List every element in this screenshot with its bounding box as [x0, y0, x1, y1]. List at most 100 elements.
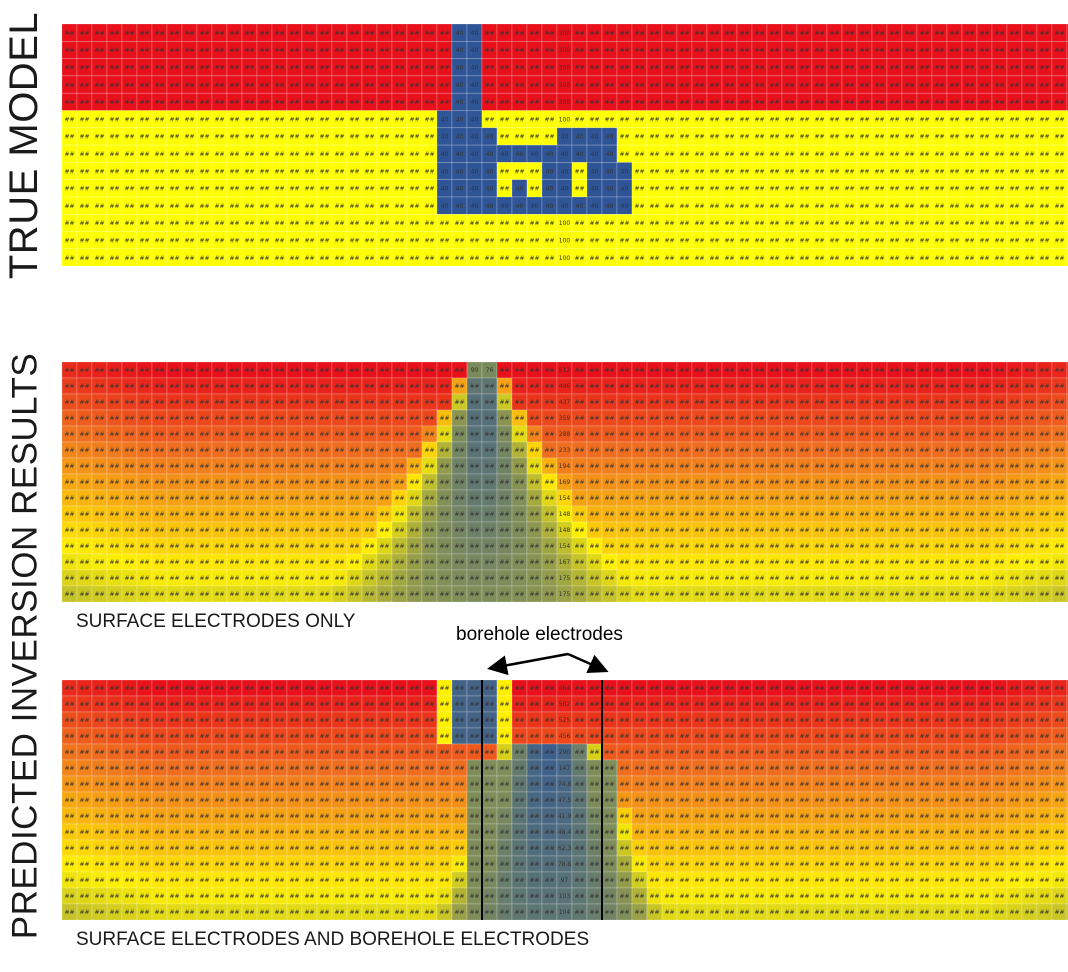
- cell-label: ##: [1009, 479, 1019, 486]
- cell-label: ##: [109, 543, 119, 550]
- cell-label: ##: [94, 733, 104, 740]
- cell-label: ##: [199, 559, 209, 566]
- cell-label: ##: [544, 399, 554, 406]
- cell-label: ##: [139, 575, 149, 582]
- cell-label: ##: [994, 82, 1004, 89]
- cell-label: ##: [319, 527, 329, 534]
- cell-label: ##: [859, 367, 869, 374]
- cell-label: ##: [679, 47, 689, 54]
- cell-label: ##: [124, 733, 134, 740]
- cell-label: ##: [574, 479, 584, 486]
- cell-label: ##: [499, 367, 509, 374]
- cell-label: ##: [124, 116, 134, 123]
- cell-label: ##: [184, 237, 194, 244]
- cell-label: ##: [394, 733, 404, 740]
- cell-label: ##: [139, 99, 149, 106]
- cell-label: ##: [1039, 116, 1049, 123]
- cell-label: ##: [1039, 559, 1049, 566]
- cell-label: ##: [409, 575, 419, 582]
- cell-label: ##: [424, 99, 434, 106]
- cell-label: ##: [1039, 591, 1049, 598]
- cell-label: ##: [829, 237, 839, 244]
- cell-label: ##: [244, 64, 254, 71]
- cell-label: ##: [574, 717, 584, 724]
- cell-label: ##: [994, 186, 1004, 193]
- cell-label: ##: [844, 255, 854, 262]
- cell-label: ##: [1009, 463, 1019, 470]
- cell-label: ##: [814, 99, 824, 106]
- cell-label: ##: [184, 415, 194, 422]
- cell-label: ##: [769, 543, 779, 550]
- cell-label: ##: [604, 559, 614, 566]
- cell-label: ##: [454, 797, 464, 804]
- cell-label: ##: [754, 781, 764, 788]
- cell-label: ##: [274, 479, 284, 486]
- cell-label: ##: [379, 479, 389, 486]
- cell-label: ##: [319, 559, 329, 566]
- cell-label: ##: [364, 151, 374, 158]
- cell-label: ##: [574, 399, 584, 406]
- cell-label: ##: [874, 399, 884, 406]
- cell-label: ##: [724, 134, 734, 141]
- cell-label: ##: [379, 685, 389, 692]
- cell-label: ##: [529, 186, 539, 193]
- cell-label: ##: [229, 415, 239, 422]
- cell-label: ##: [289, 431, 299, 438]
- cell-label: ##: [124, 30, 134, 37]
- cell-label: ##: [229, 575, 239, 582]
- cell-label: ##: [64, 99, 74, 106]
- cell-label: ##: [124, 447, 134, 454]
- cell-label: ##: [514, 447, 524, 454]
- cell-label: ##: [904, 168, 914, 175]
- cell-label: ##: [304, 797, 314, 804]
- cell-label: ##: [349, 30, 359, 37]
- cell-label: 154: [559, 543, 571, 550]
- cell-label: ##: [769, 383, 779, 390]
- cell-label: ##: [109, 559, 119, 566]
- cell-label: ##: [409, 30, 419, 37]
- cell-label: ##: [574, 30, 584, 37]
- cell-label: ##: [619, 559, 629, 566]
- cell-label: ##: [319, 575, 329, 582]
- cell-label: ##: [829, 383, 839, 390]
- cell-label: ##: [319, 30, 329, 37]
- cell-label: ##: [574, 237, 584, 244]
- cell-label: ##: [334, 685, 344, 692]
- cell-label: ##: [964, 47, 974, 54]
- cell-label: ##: [754, 511, 764, 518]
- cell-label: ##: [1024, 30, 1034, 37]
- cell-label: ##: [214, 527, 224, 534]
- cell-label: ##: [139, 203, 149, 210]
- cell-label: ##: [694, 447, 704, 454]
- cell-label: 194: [559, 463, 571, 470]
- cell-label: ##: [1009, 399, 1019, 406]
- cell-label: ##: [844, 591, 854, 598]
- cell-label: ##: [334, 765, 344, 772]
- cell-label: ##: [514, 134, 524, 141]
- cell-label: ##: [589, 591, 599, 598]
- cell-label: ##: [304, 591, 314, 598]
- cell-label: ##: [79, 220, 89, 227]
- cell-label: ##: [304, 383, 314, 390]
- cell-label: ##: [214, 168, 224, 175]
- cell-label: ##: [619, 399, 629, 406]
- cell-label: ##: [844, 64, 854, 71]
- cell-label: ##: [934, 116, 944, 123]
- cell-label: ##: [874, 220, 884, 227]
- cell-label: ##: [634, 463, 644, 470]
- cell-label: ##: [64, 64, 74, 71]
- cell-label: ##: [64, 383, 74, 390]
- cell-label: ##: [619, 134, 629, 141]
- cell-label: ##: [304, 99, 314, 106]
- cell-label: ##: [619, 116, 629, 123]
- cell-label: ##: [589, 220, 599, 227]
- cell-label: ##: [844, 479, 854, 486]
- cell-label: ##: [934, 186, 944, 193]
- cell-label: ##: [769, 463, 779, 470]
- cell-label: ##: [649, 431, 659, 438]
- cell-label: ##: [439, 399, 449, 406]
- cell-label: ##: [889, 255, 899, 262]
- cell-label: ##: [664, 685, 674, 692]
- cell-label: ##: [634, 399, 644, 406]
- cell-label: ##: [154, 415, 164, 422]
